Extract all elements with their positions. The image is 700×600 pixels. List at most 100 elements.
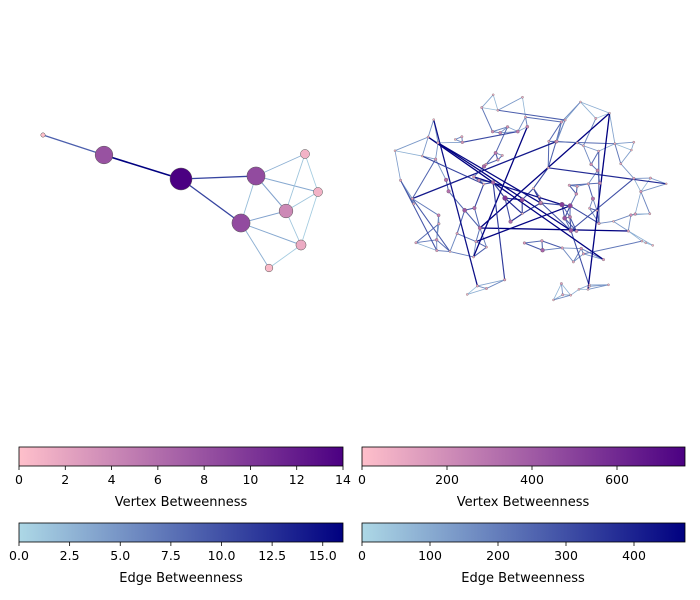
node (639, 190, 643, 194)
edge (510, 213, 523, 223)
node (532, 187, 535, 190)
node (496, 108, 500, 112)
node (608, 111, 611, 115)
edge (394, 150, 423, 157)
node (426, 135, 430, 139)
edge (475, 205, 571, 243)
node (500, 154, 504, 157)
edge (479, 112, 610, 229)
edge (394, 150, 401, 181)
node (477, 178, 481, 183)
edge (609, 113, 616, 144)
right-vertex-colorbar-bar (361, 446, 686, 467)
edge (524, 242, 543, 251)
edge (180, 175, 257, 180)
edge (587, 113, 611, 290)
edge (180, 178, 242, 224)
edge (541, 240, 563, 249)
node (516, 129, 520, 134)
node (597, 221, 601, 225)
colorbar-tick-label: 8 (200, 472, 208, 487)
edge (525, 116, 562, 123)
node (574, 229, 579, 233)
node (519, 197, 525, 203)
node (490, 130, 495, 134)
node (581, 252, 585, 256)
edge (255, 175, 319, 193)
node (525, 125, 530, 129)
edge (582, 145, 592, 165)
edge (400, 180, 438, 251)
node (40, 132, 46, 138)
node (472, 206, 477, 211)
node (632, 176, 636, 180)
edge (285, 153, 306, 212)
colorbar-tick-label: 0 (358, 548, 366, 563)
edge (628, 230, 653, 246)
node (503, 278, 507, 282)
edge (415, 242, 437, 251)
right-edge-colorbar-bar (361, 522, 686, 543)
left-edge-colorbar-ticks: 0.0 2.5 5.0 7.5 10.0 12.5 15.0 (9, 542, 337, 563)
edge (475, 241, 487, 248)
node (588, 206, 591, 210)
edge (504, 197, 523, 215)
edge (578, 284, 590, 290)
edge (438, 141, 463, 144)
edge (427, 136, 604, 261)
node (594, 117, 598, 120)
node (559, 202, 565, 208)
node (626, 229, 630, 233)
edge (547, 141, 550, 168)
node (231, 213, 251, 233)
edge (564, 217, 572, 231)
node (582, 144, 585, 147)
node (454, 138, 457, 141)
edge (588, 182, 600, 185)
right-edge-colorbar: 0 100 200 300 400 Edge Betweenness (358, 522, 686, 586)
edge (472, 126, 528, 258)
edge (569, 216, 572, 231)
node (630, 148, 633, 152)
edge (540, 202, 572, 231)
colorbar-tick-label: 0.0 (9, 548, 29, 563)
colorbar-tick-label: 7.5 (161, 548, 181, 563)
node (648, 212, 652, 215)
colorbar-tick-label: 15.0 (309, 548, 337, 563)
edge (572, 248, 582, 263)
node (568, 228, 574, 233)
node (546, 166, 550, 170)
node (437, 222, 441, 226)
edge (507, 126, 518, 132)
node (595, 168, 600, 173)
node (492, 93, 495, 96)
edge (411, 158, 437, 199)
node (278, 203, 294, 219)
edge (548, 121, 562, 142)
node (493, 151, 498, 155)
node (524, 115, 527, 119)
node (421, 154, 424, 158)
node (589, 162, 593, 167)
edge (412, 198, 439, 216)
edge (433, 119, 479, 287)
right-vertex-colorbar-ticks: 0 200 400 600 (358, 466, 629, 487)
node (540, 239, 544, 243)
edge (614, 141, 634, 145)
edge (466, 285, 478, 295)
node (485, 245, 488, 249)
node (567, 183, 571, 187)
edge (633, 178, 642, 192)
node (579, 246, 583, 251)
colorbar-tick-label: 600 (605, 472, 629, 487)
edge (486, 279, 505, 289)
edge (540, 202, 571, 207)
edge (634, 191, 642, 215)
edge (524, 240, 542, 244)
edge (504, 198, 512, 222)
node (590, 196, 595, 201)
node (502, 195, 508, 201)
node (264, 263, 274, 273)
node (462, 208, 467, 213)
